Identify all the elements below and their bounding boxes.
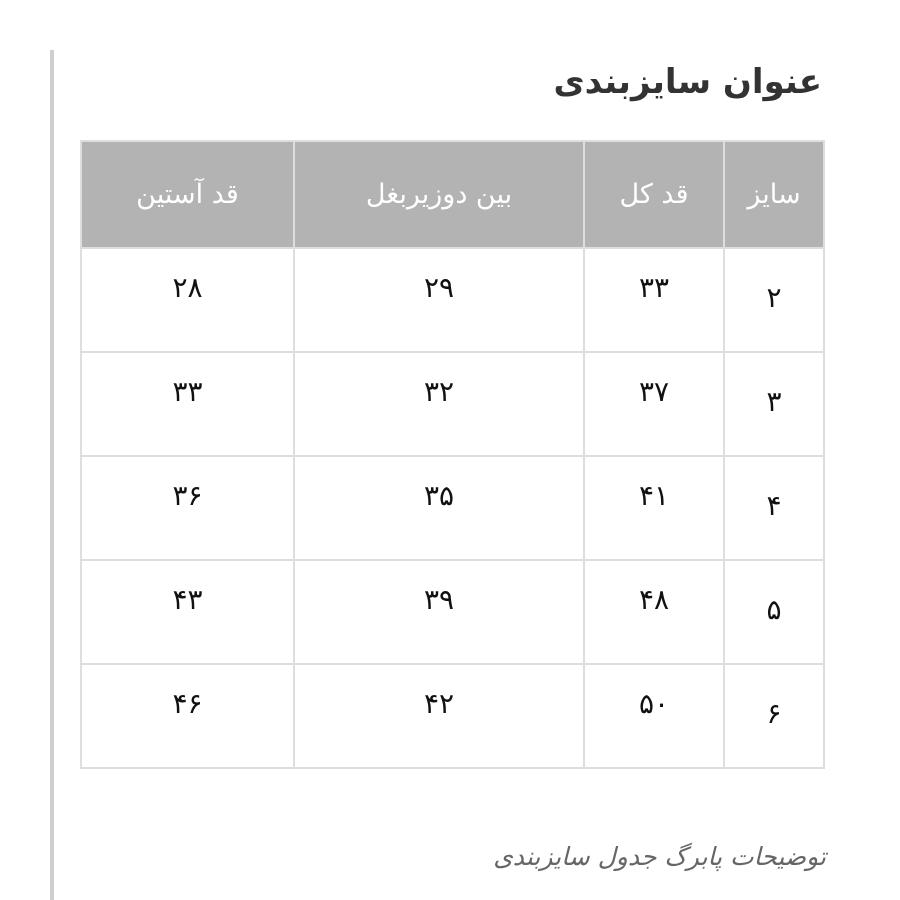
cell-chest-width: ۳۹ [293,559,585,665]
cell-sleeve-length: ۲۸ [80,247,295,353]
cell-size: ۴ [723,455,825,561]
table-row: ۶ ۵۰ ۴۲ ۴۶ [80,663,825,769]
table-header-row: سایز قد کل بین دوزیربغل قد آستین [80,140,825,249]
cell-chest-width: ۳۵ [293,455,585,561]
table-row: ۳ ۳۷ ۳۲ ۳۳ [80,351,825,457]
cell-total-length: ۴۸ [583,559,725,665]
cell-total-length: ۵۰ [583,663,725,769]
cell-chest-width: ۴۲ [293,663,585,769]
header-total-length: قد کل [583,140,725,249]
page-title: عنوان سایزبندی [553,62,823,102]
table-row: ۲ ۳۳ ۲۹ ۲۸ [80,247,825,353]
cell-sleeve-length: ۴۳ [80,559,295,665]
cell-total-length: ۳۷ [583,351,725,457]
table-row: ۴ ۴۱ ۳۵ ۳۶ [80,455,825,561]
cell-size: ۲ [723,247,825,353]
table-caption: توضیحات پابرگ جدول سایزبندی [493,842,826,871]
header-chest-width: بین دوزیربغل [293,140,585,249]
size-table: سایز قد کل بین دوزیربغل قد آستین ۲ ۳۳ ۲۹ ۲۸… [80,140,825,769]
cell-total-length: ۴۱ [583,455,725,561]
table-row: ۵ ۴۸ ۳۹ ۴۳ [80,559,825,665]
cell-sleeve-length: ۴۶ [80,663,295,769]
header-sleeve-length: قد آستین [80,140,295,249]
cell-sleeve-length: ۳۶ [80,455,295,561]
cell-size: ۶ [723,663,825,769]
cell-sleeve-length: ۳۳ [80,351,295,457]
cell-total-length: ۳۳ [583,247,725,353]
cell-chest-width: ۳۲ [293,351,585,457]
cell-size: ۵ [723,559,825,665]
cell-size: ۳ [723,351,825,457]
side-divider [50,50,54,900]
cell-chest-width: ۲۹ [293,247,585,353]
header-size: سایز [723,140,825,249]
